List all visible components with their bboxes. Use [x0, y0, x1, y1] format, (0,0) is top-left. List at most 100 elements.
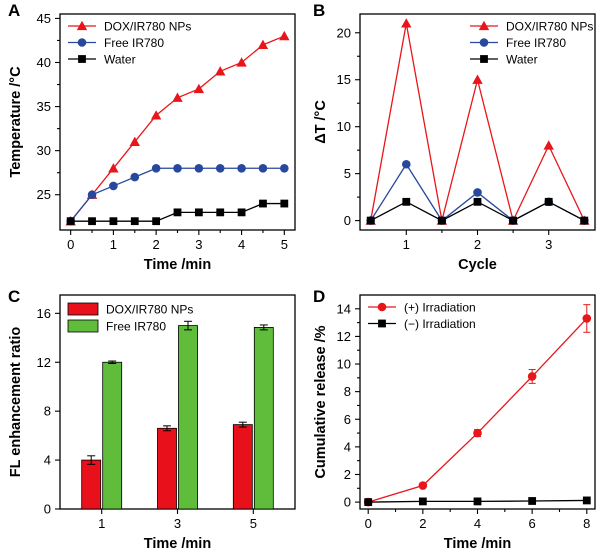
- data-point: [215, 163, 225, 173]
- data-point: [279, 30, 290, 41]
- panel-d: D 0 2 4 6 8 10 12 14 0 2 4 6 8 Time /min Cumulative rel…: [313, 287, 596, 552]
- data-point: [88, 217, 96, 226]
- data-point: [401, 159, 411, 169]
- legend-label: Water: [506, 53, 538, 67]
- bar: [253, 327, 274, 510]
- panel-b: B 0 5 10 15 20 1 2 3 Cycle ΔT /°C DOX/IR780 NPs Free…: [313, 1, 596, 273]
- legend-label: DOX/IR780 NPs: [104, 20, 191, 34]
- x-tick-label: 2: [474, 237, 481, 252]
- legend-swatch: [67, 319, 99, 333]
- data-point: [237, 208, 246, 217]
- y-tick-label: 2: [344, 467, 351, 482]
- y-tick-label: 25: [37, 187, 51, 202]
- y-tick-label: 12: [37, 355, 51, 370]
- legend-label: DOX/IR780 NPs: [106, 303, 193, 317]
- y-tick-label: 6: [344, 412, 351, 427]
- data-point: [150, 110, 162, 120]
- x-tick-label: 3: [174, 516, 181, 531]
- legend-label: (−) Irradiation: [404, 317, 476, 331]
- legend-label: Water: [104, 53, 136, 67]
- y-tick-label: 4: [44, 453, 51, 468]
- data-point: [527, 372, 537, 381]
- legend-swatch: [67, 302, 99, 316]
- y-tick-label: 16: [37, 306, 51, 321]
- data-point: [280, 163, 289, 173]
- data-point: [215, 66, 226, 76]
- data-point: [193, 83, 205, 94]
- y-tick-label: 0: [344, 495, 351, 510]
- x-tick-label: 5: [281, 237, 288, 252]
- series-line: [70, 35, 285, 222]
- data-point: [130, 172, 140, 182]
- data-point: [129, 136, 140, 146]
- x-tick-label: 6: [529, 516, 536, 531]
- x-axis-label: Cycle: [458, 257, 497, 273]
- data-point: [437, 216, 446, 225]
- legend-label: Free IR780: [104, 36, 164, 50]
- legend-label: Free IR780: [506, 36, 566, 50]
- y-tick-label: 12: [337, 329, 351, 344]
- data-point: [66, 217, 75, 226]
- x-tick-label: 5: [250, 516, 257, 531]
- x-tick-label: 2: [153, 237, 160, 252]
- y-tick-label: 15: [337, 72, 351, 87]
- legend: DOX/IR780 NPs Free IR780 Water: [470, 20, 593, 67]
- bar: [81, 459, 102, 510]
- panel-letter: C: [8, 287, 20, 306]
- bar: [232, 424, 253, 510]
- data-point: [364, 498, 373, 506]
- legend-marker: [76, 20, 88, 31]
- panel-c: C 0 4 8 12 16 1 3 5 Time /min FL enhancement ratio…: [8, 287, 296, 552]
- legend-marker: [377, 302, 387, 312]
- data-point: [108, 163, 119, 173]
- x-tick-label: 1: [110, 237, 117, 252]
- data-point: [402, 197, 411, 206]
- legend-label: (+) Irradiation: [404, 301, 476, 315]
- y-tick-label: 30: [37, 143, 51, 158]
- bar: [178, 325, 198, 510]
- y-tick-label: 14: [337, 301, 351, 316]
- y-tick-label: 8: [44, 404, 51, 419]
- legend-marker: [478, 20, 490, 31]
- data-point: [473, 197, 482, 206]
- data-point: [194, 163, 204, 173]
- panel-letter: D: [313, 287, 325, 306]
- x-tick-label: 0: [365, 516, 372, 531]
- y-tick-label: 45: [37, 11, 51, 26]
- data-point: [472, 74, 483, 84]
- data-point: [216, 208, 225, 217]
- bar: [102, 361, 123, 510]
- x-axis-label: Time /min: [444, 536, 511, 552]
- data-point: [582, 314, 592, 323]
- data-point: [130, 217, 139, 226]
- bar: [157, 427, 177, 510]
- x-tick-label: 3: [195, 237, 202, 252]
- y-tick-label: 10: [337, 357, 351, 372]
- data-point: [418, 481, 428, 490]
- x-tick-label: 2: [419, 516, 426, 531]
- legend-label: DOX/IR780 NPs: [506, 20, 593, 34]
- y-axis-label: Temperature /°C: [8, 66, 24, 178]
- data-point: [259, 199, 267, 208]
- panel-letter: B: [313, 1, 325, 20]
- data-point: [172, 92, 183, 102]
- legend-marker: [78, 55, 86, 63]
- y-axis-label: Cumulative release /%: [313, 325, 329, 478]
- data-point: [236, 57, 247, 67]
- x-tick-label: 0: [67, 237, 74, 252]
- data-point: [237, 163, 246, 173]
- data-point: [109, 181, 118, 191]
- legend-marker: [77, 38, 87, 47]
- data-point: [151, 163, 161, 173]
- data-point: [173, 208, 182, 217]
- data-point: [257, 39, 269, 50]
- legend: DOX/IR780 NPs Free IR780: [67, 302, 193, 334]
- y-tick-label: 0: [344, 213, 351, 228]
- x-tick-label: 4: [238, 237, 245, 252]
- y-axis-label: ΔT /°C: [313, 100, 329, 144]
- legend: (+) Irradiation (−) Irradiation: [368, 301, 476, 331]
- y-tick-label: 8: [344, 384, 351, 399]
- x-tick-label: 1: [403, 237, 410, 252]
